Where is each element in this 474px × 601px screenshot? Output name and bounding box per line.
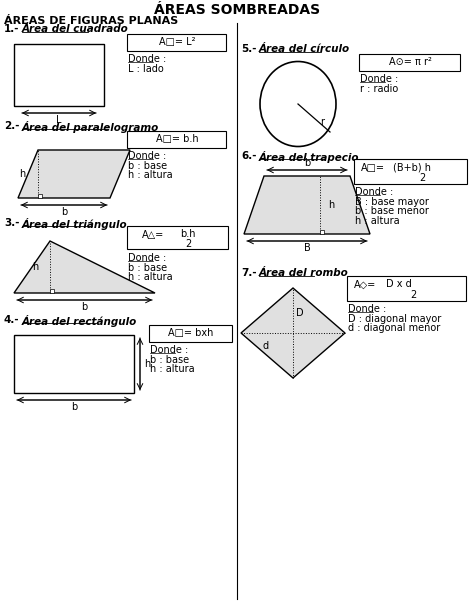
Text: r: r	[320, 117, 324, 127]
FancyBboxPatch shape	[128, 225, 228, 248]
Text: h : altura: h : altura	[128, 170, 173, 180]
Text: d: d	[263, 341, 269, 351]
Text: D: D	[296, 308, 304, 318]
Bar	[14, 44, 104, 106]
Text: b: b	[61, 207, 67, 217]
Text: 7.-: 7.-	[241, 268, 256, 278]
Text: h : altura: h : altura	[150, 364, 195, 374]
Text: A⊙= π r²: A⊙= π r²	[389, 57, 431, 67]
Text: b : base menor: b : base menor	[355, 206, 429, 216]
Text: D x d: D x d	[386, 279, 412, 289]
Polygon shape	[18, 150, 130, 198]
Text: A◇=: A◇=	[354, 280, 376, 290]
Text: (B+b) h: (B+b) h	[393, 162, 431, 172]
Text: A□= L²: A□= L²	[159, 37, 195, 47]
Text: Área del rectángulo: Área del rectángulo	[22, 315, 137, 327]
Polygon shape	[241, 288, 345, 378]
Text: Donde :: Donde :	[355, 187, 393, 197]
Text: 5.-: 5.-	[241, 44, 256, 54]
Text: Área del triángulo: Área del triángulo	[22, 218, 128, 230]
Text: 6.-: 6.-	[241, 151, 256, 161]
Text: Donde :: Donde :	[360, 74, 398, 84]
Polygon shape	[244, 176, 370, 234]
Text: b : base: b : base	[150, 355, 189, 365]
Text: Donde :: Donde :	[128, 151, 166, 161]
Ellipse shape	[260, 61, 336, 147]
Text: A□=: A□=	[361, 163, 385, 173]
Text: D : diagonal mayor: D : diagonal mayor	[348, 314, 441, 324]
Bar	[50, 289, 54, 293]
Text: Área del rombo: Área del rombo	[259, 268, 349, 278]
Bar	[38, 194, 42, 198]
Text: h: h	[328, 200, 334, 210]
Bar	[14, 335, 134, 393]
Text: 3.-: 3.-	[4, 218, 19, 228]
Text: Donde :: Donde :	[150, 345, 188, 355]
Text: Área del trapecio: Área del trapecio	[259, 151, 359, 163]
FancyBboxPatch shape	[347, 275, 466, 300]
Text: B: B	[304, 243, 310, 253]
Text: h : altura: h : altura	[355, 216, 400, 226]
Bar	[320, 230, 324, 234]
Text: r : radio: r : radio	[360, 84, 398, 94]
Text: d : diagonal menor: d : diagonal menor	[348, 323, 440, 333]
Text: ÁREAS SOMBREADAS: ÁREAS SOMBREADAS	[154, 3, 320, 17]
Text: Donde :: Donde :	[128, 253, 166, 263]
Text: 2: 2	[419, 173, 425, 183]
Text: 4.-: 4.-	[4, 315, 19, 325]
Text: Donde :: Donde :	[348, 304, 386, 314]
Text: L : lado: L : lado	[128, 64, 164, 74]
Text: Donde :: Donde :	[128, 54, 166, 64]
Text: h: h	[19, 169, 25, 179]
FancyBboxPatch shape	[128, 130, 227, 147]
Text: 2.-: 2.-	[4, 121, 19, 131]
Text: b: b	[71, 402, 77, 412]
Text: L: L	[56, 115, 62, 125]
Text: A△=: A△=	[142, 230, 164, 240]
Polygon shape	[14, 241, 155, 293]
Text: h : altura: h : altura	[128, 272, 173, 282]
Text: b : base: b : base	[128, 161, 167, 171]
Text: h: h	[32, 262, 38, 272]
Text: 2: 2	[410, 290, 416, 300]
FancyBboxPatch shape	[359, 53, 461, 70]
Text: B : base mayor: B : base mayor	[355, 197, 429, 207]
Text: Área del cuadrado: Área del cuadrado	[22, 24, 129, 34]
FancyBboxPatch shape	[128, 34, 227, 50]
FancyBboxPatch shape	[355, 159, 467, 183]
Text: b.h: b.h	[180, 229, 195, 239]
Text: b : base: b : base	[128, 263, 167, 273]
Text: ÁREAS DE FIGURAS PLANAS: ÁREAS DE FIGURAS PLANAS	[4, 16, 178, 26]
Text: h: h	[144, 359, 150, 369]
Text: Área del círculo: Área del círculo	[259, 44, 350, 54]
Text: b: b	[82, 302, 88, 312]
Text: 2: 2	[185, 239, 191, 249]
Text: A□= b.h: A□= b.h	[155, 134, 198, 144]
FancyBboxPatch shape	[149, 325, 233, 341]
Text: Área del paralelogramo: Área del paralelogramo	[22, 121, 159, 133]
Text: A□= bxh: A□= bxh	[168, 328, 214, 338]
Text: 1.-: 1.-	[4, 24, 19, 34]
Text: b: b	[304, 158, 310, 168]
